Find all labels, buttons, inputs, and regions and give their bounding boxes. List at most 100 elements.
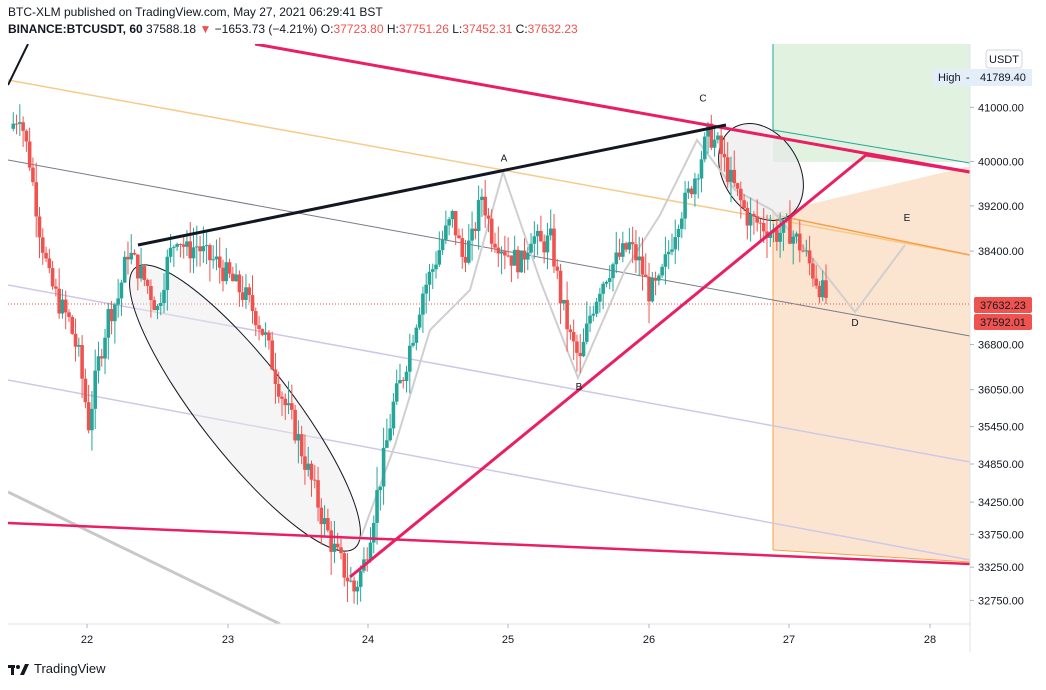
- candle-body: [408, 345, 412, 372]
- footer[interactable]: TradingView: [8, 661, 106, 676]
- candle-body: [630, 242, 635, 245]
- candle-body: [139, 266, 143, 279]
- candle-body: [676, 228, 681, 238]
- candle-body: [440, 239, 445, 251]
- candle-body: [273, 369, 278, 385]
- candle-body: [119, 282, 124, 299]
- candle-body: [581, 341, 586, 357]
- candle-body: [617, 252, 622, 257]
- candle-body: [191, 247, 196, 259]
- candle-body: [237, 274, 242, 293]
- candle-body: [73, 333, 78, 347]
- high-label: H:: [386, 22, 399, 36]
- candle-body: [136, 254, 140, 279]
- plot-area[interactable]: [8, 44, 970, 624]
- x-tick-label: 25: [502, 634, 514, 646]
- candle-body: [172, 246, 176, 248]
- candle-body: [332, 543, 337, 552]
- candle-body: [702, 136, 707, 160]
- candle-body: [680, 218, 684, 229]
- grey-midline: [8, 159, 970, 337]
- candle-body: [80, 345, 84, 379]
- open-value: 37723.80: [333, 22, 384, 36]
- target-zone-bottom: [772, 549, 970, 563]
- candle-body: [40, 237, 45, 253]
- candle-body: [470, 228, 474, 241]
- candle-body: [607, 278, 612, 282]
- candle-body: [604, 281, 609, 284]
- x-tick-label: 28: [924, 634, 936, 646]
- currency-badge[interactable]: USDT: [985, 49, 1023, 69]
- candle-body: [791, 236, 796, 244]
- candle-body: [689, 188, 694, 195]
- candle-body: [414, 327, 419, 343]
- candle-body: [63, 299, 68, 313]
- candle-body: [371, 522, 376, 543]
- candle-body: [804, 250, 809, 252]
- candle-body: [755, 216, 759, 223]
- candle-body: [378, 486, 383, 491]
- candle-body: [738, 188, 743, 201]
- candle-body: [50, 268, 55, 287]
- candle-body: [421, 293, 425, 315]
- candle-body: [280, 396, 284, 399]
- candle-body: [329, 530, 333, 552]
- candle-body: [322, 518, 327, 525]
- candle-body: [657, 275, 661, 281]
- candle-body: [309, 463, 314, 480]
- candle-body: [732, 169, 737, 184]
- candle-body: [801, 250, 805, 252]
- candle-body: [381, 447, 386, 487]
- candle-body: [627, 242, 632, 250]
- pattern-label-c: C: [699, 94, 706, 105]
- candle-body: [158, 303, 163, 306]
- symbol-name[interactable]: BINANCE:BTCUSDT, 60: [8, 22, 143, 36]
- candle-body: [529, 243, 533, 253]
- candle-body: [670, 249, 674, 252]
- candle-body: [198, 246, 202, 252]
- candle-body: [512, 249, 517, 266]
- price-tag-last: 37632.23: [974, 297, 1032, 313]
- price-axis[interactable]: 32750.00 33250.00 33750.00 34250.00 34850.00…: [970, 102, 1024, 607]
- candle-body: [60, 299, 65, 314]
- candle-body: [11, 123, 16, 129]
- candle-body: [342, 553, 347, 578]
- candle-body: [460, 238, 465, 257]
- candle-body: [149, 285, 153, 301]
- candle-body: [539, 230, 543, 242]
- candle-body: [824, 280, 828, 298]
- candle-body: [542, 241, 546, 253]
- candle-body: [634, 244, 638, 261]
- candle-body: [208, 245, 212, 261]
- candle-body: [725, 157, 730, 182]
- candle-body: [480, 196, 484, 201]
- candle-body: [601, 283, 605, 294]
- candle-body: [217, 256, 222, 268]
- candle-body: [548, 228, 553, 236]
- candle-body: [807, 250, 812, 264]
- candle-body: [650, 277, 655, 302]
- candle-body: [614, 252, 619, 265]
- stop-zone-diag: [772, 129, 970, 164]
- currency-label: USDT: [989, 54, 1019, 66]
- candle-body: [411, 342, 415, 346]
- candle-body: [663, 254, 668, 267]
- candle-body: [417, 314, 422, 328]
- tradingview-logo-icon: [8, 663, 29, 675]
- candle-body: [185, 241, 189, 247]
- candle-body: [496, 247, 501, 254]
- candle-body: [306, 463, 311, 470]
- candle-body: [696, 178, 700, 180]
- candle-body: [214, 256, 219, 260]
- candle-body: [817, 285, 822, 298]
- candle-body: [221, 267, 225, 282]
- candle-body: [188, 241, 193, 259]
- candle-body: [224, 262, 229, 282]
- y-tick-label: 32750.00: [978, 595, 1024, 607]
- time-axis[interactable]: 22 23 24 25 26 27 28: [81, 624, 936, 646]
- candle-body: [535, 230, 540, 237]
- price-tag-bid: 37592.01: [974, 314, 1032, 330]
- candle-body: [204, 245, 209, 247]
- candle-body: [21, 122, 25, 131]
